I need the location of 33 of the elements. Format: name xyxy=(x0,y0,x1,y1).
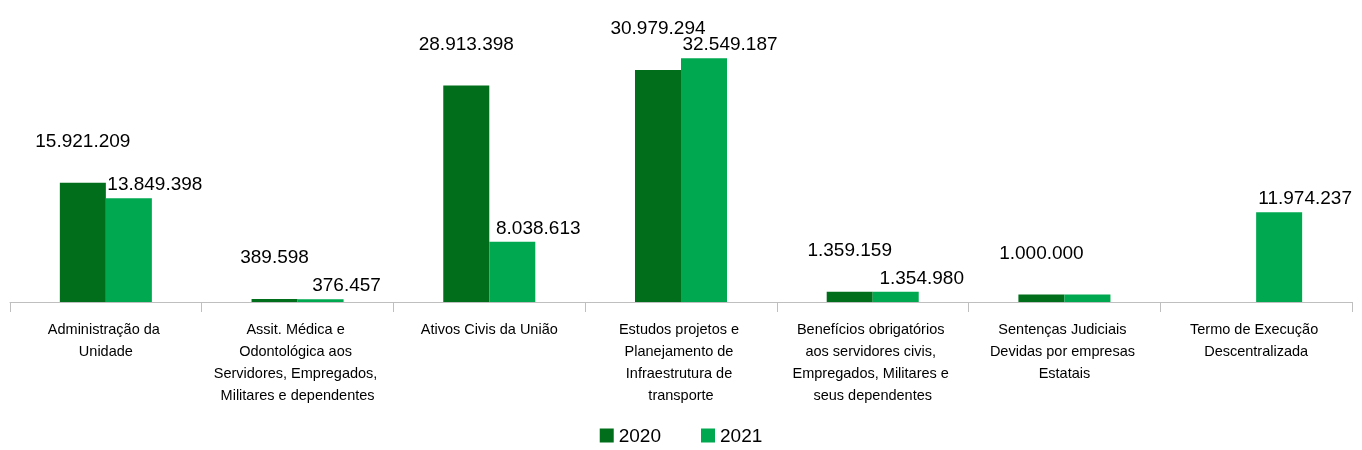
bar xyxy=(105,198,152,302)
bar xyxy=(1256,212,1303,302)
data-label: 376.457 xyxy=(312,274,381,296)
x-tick-label: Termo de Execução Descentralizada xyxy=(1190,321,1323,359)
data-label: 1.359.159 xyxy=(807,238,892,260)
x-tick-label: Administração da Unidade xyxy=(47,321,164,359)
x-tick-label: Sentenças Judiciais Devidas por empresas Estatais xyxy=(989,321,1139,381)
bar xyxy=(826,291,873,302)
data-label: 13.849.398 xyxy=(107,173,203,195)
x-tick-label: Estudos projetos e Planejamento de Infraestrutura de transporte xyxy=(618,321,744,403)
bar xyxy=(251,299,298,302)
data-label: 15.921.209 xyxy=(35,129,131,151)
data-label: 1.000.000 xyxy=(999,241,1084,263)
bar xyxy=(1018,294,1065,302)
x-tick-label: Ativos Civis da União xyxy=(420,321,558,337)
x-tick-label: Assit. Médica e Odontológica aos Servidores, Empregados, Militares e dependentes xyxy=(213,321,382,403)
bar xyxy=(872,291,919,302)
data-label: 32.549.187 xyxy=(682,33,778,55)
bar xyxy=(59,182,106,302)
bar xyxy=(634,70,681,302)
data-label: 28.913.398 xyxy=(418,32,514,54)
data-label: 389.598 xyxy=(240,246,309,268)
bar xyxy=(443,85,490,302)
bar xyxy=(681,58,728,302)
data-label: 1.354.980 xyxy=(879,266,964,288)
bar xyxy=(297,299,344,302)
data-label: 8.038.613 xyxy=(496,216,581,238)
legend-label: 2021 xyxy=(720,425,763,446)
data-label: 11.974.237 xyxy=(1258,187,1352,209)
x-tick-label: Benefícios obrigatórios aos servidores civis, Empregados, Militares e seus dependentes xyxy=(792,321,953,403)
bar xyxy=(1064,294,1111,302)
legend-label: 2020 xyxy=(618,425,662,446)
bar xyxy=(489,241,536,302)
